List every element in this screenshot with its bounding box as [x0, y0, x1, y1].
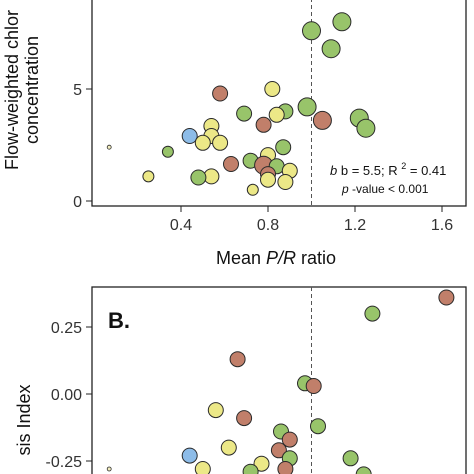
panel-b-data-point	[355, 466, 372, 474]
panel-b-data-point	[270, 442, 287, 459]
panel-b-data-point	[364, 305, 381, 322]
panel-a-slope-symbol: b	[330, 163, 337, 178]
panel-b-ytick-label: -0.25	[46, 454, 83, 471]
panel-b-data-point	[181, 447, 198, 464]
panel-a-data-point	[212, 85, 229, 102]
panel-a-r2-text: = 0.41	[410, 163, 447, 178]
panel-a-y-axis-title-line1: Flow-weighted chlor	[2, 10, 22, 170]
panel-b-frame	[91, 286, 467, 474]
panel-a-points	[106, 12, 376, 196]
panel-b-data-point	[281, 431, 298, 448]
panel-a: 0 5 0.4 0.8 1.2 1.6 b b = 5.5; R 2 = 0.4…	[2, 0, 467, 268]
panel-a-data-point	[321, 39, 341, 59]
panel-a-data-point	[246, 183, 259, 196]
panel-a-data-point	[297, 97, 317, 117]
panel-a-pvalue-label: p -value < 0.001	[341, 182, 429, 196]
panel-b-label: B.	[108, 308, 130, 333]
panel-a-data-point	[236, 105, 253, 122]
panel-a-data-point	[181, 128, 198, 144]
panel-b-data-point	[106, 466, 112, 472]
panel-a-ytick-label: 5	[73, 82, 82, 99]
panel-b-data-point	[310, 418, 326, 435]
panel-a-regression-label: b b = 5.5; R 2 = 0.41	[330, 157, 446, 178]
panel-a-pvalue-text: -value < 0.001	[352, 182, 429, 196]
panel-a-slope-text: b = 5.5; R	[341, 163, 398, 178]
panel-a-data-point	[302, 21, 321, 41]
panel-a-data-point	[332, 12, 352, 32]
panel-b-ytick-marks	[86, 326, 92, 462]
panel-a-y-axis-title-line2: concentration	[22, 36, 42, 144]
panel-b-data-point	[438, 289, 455, 306]
panel-a-data-point	[223, 156, 239, 172]
panel-a-r2-sup: 2	[401, 161, 406, 171]
panel-a-x-title-prefix: Mean	[216, 248, 266, 268]
panel-a-data-point	[356, 118, 376, 138]
panel-a-data-point	[190, 169, 207, 186]
panel-b-data-point	[242, 463, 259, 474]
panel-b-points	[106, 289, 455, 474]
panel-b-y-axis-title: sis Index	[14, 384, 34, 455]
panel-b-data-point	[342, 450, 359, 467]
panel-a-data-point	[106, 144, 112, 150]
panel-b-data-point	[194, 461, 211, 474]
panel-a-frame	[91, 0, 467, 207]
panel-b-data-point	[305, 378, 322, 394]
panel-a-p-symbol: p	[341, 182, 349, 196]
panel-b-data-point	[277, 461, 294, 474]
panel-a-data-point	[275, 139, 292, 156]
panel-a-x-title-suffix: ratio	[301, 248, 336, 268]
panel-b: 0.25 0.00 -0.25 B. sis Index	[14, 286, 467, 474]
panel-a-ytick-marks	[86, 88, 92, 202]
panel-a-data-point	[194, 134, 211, 151]
panel-a-data-point	[142, 170, 155, 183]
panel-a-data-point	[260, 171, 276, 188]
panel-a-data-point	[277, 174, 294, 190]
panel-a-xtick-label: 1.6	[431, 217, 453, 234]
panel-a-xtick-label: 0.4	[170, 217, 192, 234]
panel-a-data-point	[161, 145, 174, 158]
panel-b-data-point	[229, 351, 246, 368]
panel-a-ytick-label: 0	[73, 194, 82, 211]
panel-b-ytick-label: 0.00	[51, 387, 82, 404]
panel-a-data-point	[268, 106, 285, 123]
panel-a-x-axis-title: Mean P/R ratio	[216, 248, 336, 268]
panel-a-x-title-italic: P/R	[266, 248, 296, 268]
panel-a-data-point	[312, 110, 332, 130]
panel-b-data-point	[236, 410, 253, 427]
panel-b-data-point	[207, 402, 224, 419]
panel-b-data-point	[220, 439, 237, 456]
panel-a-data-point	[212, 134, 229, 151]
panel-b-data-point	[253, 455, 270, 472]
panel-a-xtick-label: 1.2	[344, 217, 366, 234]
panel-a-xtick-marks	[180, 206, 443, 212]
panel-a-data-point	[264, 81, 281, 97]
panel-a-xtick-label: 0.8	[257, 217, 279, 234]
panel-b-ytick-label: 0.25	[51, 320, 82, 337]
panel-a-data-point	[255, 116, 272, 133]
